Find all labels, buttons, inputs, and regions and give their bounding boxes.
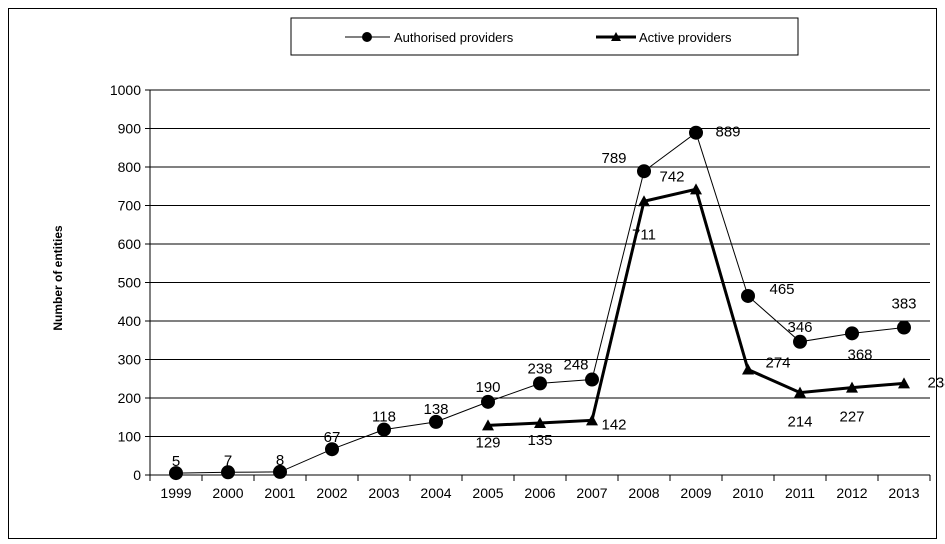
- y-tick-label-400: 400: [118, 313, 142, 329]
- point-authorised-2002: [325, 442, 339, 457]
- y-tick-label-200: 200: [118, 390, 142, 406]
- data-label-authorised-2005: 190: [475, 379, 500, 396]
- label-layer: 5 7 8 67 118 138 190 238 248 789 889 465 346 368 383 12…: [172, 124, 945, 470]
- y-tick-label-300: 300: [118, 352, 142, 368]
- point-authorised-2001: [273, 464, 287, 479]
- point-authorised-2007: [585, 372, 599, 387]
- legend-label-active: Active providers: [639, 30, 732, 45]
- x-tick-label-2008: 2008: [628, 485, 659, 501]
- y-tick-label-900: 900: [118, 121, 142, 137]
- x-tick-label-2010: 2010: [732, 485, 763, 501]
- x-tick-label-2001: 2001: [264, 485, 295, 501]
- x-tick-label-2005: 2005: [472, 485, 503, 501]
- legend-marker-active: [611, 32, 621, 41]
- x-tick-label-2013: 2013: [888, 485, 919, 501]
- data-label-authorised-1999: 5: [172, 453, 180, 470]
- y-tick-label-0: 0: [133, 467, 141, 483]
- point-authorised-2012: [845, 326, 859, 341]
- point-active-2006: [534, 417, 546, 429]
- data-label-authorised-2004: 138: [423, 401, 448, 418]
- data-label-authorised-2010: 465: [769, 281, 794, 298]
- point-authorised-2010: [741, 288, 755, 303]
- x-tick-label-1999: 1999: [160, 485, 191, 501]
- grid-layer: [150, 89, 930, 437]
- point-active-2012: [846, 381, 858, 393]
- data-label-authorised-2008: 789: [601, 150, 626, 167]
- data-label-authorised-2011: 346: [787, 319, 812, 336]
- point-authorised-2006: [533, 376, 547, 391]
- x-tick-label-2000: 2000: [212, 485, 243, 501]
- point-authorised-2009: [689, 125, 703, 140]
- data-label-active-2006: 135: [527, 432, 552, 449]
- point-active-2010: [742, 363, 754, 375]
- data-label-active-2011: 214: [787, 414, 812, 431]
- data-label-authorised-2007: 248: [563, 357, 588, 374]
- legend: Authorised providers Active providers: [290, 17, 799, 56]
- x-tick-label-2009: 2009: [680, 485, 711, 501]
- data-label-authorised-2002: 67: [324, 429, 341, 446]
- legend-label-authorised: Authorised providers: [394, 30, 514, 45]
- series-line-active-providers: [487, 187, 905, 427]
- point-authorised-2011: [793, 334, 807, 349]
- x-tick-label-2002: 2002: [316, 485, 347, 501]
- point-active-2011: [794, 386, 806, 398]
- y-tick-label-800: 800: [118, 159, 142, 175]
- data-label-authorised-2000: 7: [224, 452, 232, 469]
- data-label-authorised-2009: 889: [715, 124, 740, 141]
- y-tick-label-500: 500: [118, 275, 142, 291]
- y-tick-label-600: 600: [118, 236, 142, 252]
- data-label-active-2007: 142: [601, 416, 626, 433]
- point-authorised-2004: [429, 414, 443, 429]
- point-active-2007: [586, 414, 598, 426]
- data-label-authorised-2001: 8: [276, 452, 284, 469]
- axis-layer: 0 100 200 300 400 500 600 700 800 900 1000 1999 2000…: [110, 82, 931, 501]
- data-label-authorised-2012: 368: [847, 346, 872, 363]
- y-axis-title: Number of entities: [51, 225, 65, 331]
- point-authorised-1999: [169, 466, 183, 481]
- chart-frame: [8, 8, 937, 539]
- data-label-active-2013: 238: [927, 374, 945, 391]
- point-authorised-2003: [377, 422, 391, 437]
- point-active-2013: [898, 377, 910, 389]
- point-active-2005: [482, 419, 494, 431]
- point-authorised-2000: [221, 465, 235, 480]
- data-label-authorised-2003: 118: [372, 409, 396, 426]
- point-active-2009: [690, 183, 702, 195]
- x-tick-label-2012: 2012: [836, 485, 867, 501]
- point-authorised-2013: [897, 320, 911, 335]
- data-label-active-2010: 274: [765, 355, 790, 372]
- series-layer: [169, 125, 911, 481]
- point-active-2008: [638, 195, 650, 207]
- legend-marker-authorised: [362, 32, 372, 42]
- data-label-active-2012: 227: [839, 409, 864, 426]
- y-tick-label-700: 700: [118, 198, 142, 214]
- data-label-active-2008: 711: [632, 226, 656, 243]
- x-tick-label-2004: 2004: [420, 485, 451, 501]
- x-tick-label-2007: 2007: [576, 485, 607, 501]
- data-label-active-2005: 129: [475, 434, 500, 451]
- y-tick-label-100: 100: [118, 429, 142, 445]
- x-tick-label-2006: 2006: [524, 485, 555, 501]
- x-tick-label-2003: 2003: [368, 485, 399, 501]
- data-label-authorised-2006: 238: [527, 360, 552, 377]
- y-tick-label-1000: 1000: [110, 82, 141, 98]
- point-authorised-2008: [637, 164, 651, 179]
- data-label-active-2009: 742: [659, 168, 684, 185]
- x-tick-label-2011: 2011: [785, 485, 815, 501]
- data-label-authorised-2013: 383: [891, 296, 916, 313]
- point-authorised-2005: [481, 394, 495, 409]
